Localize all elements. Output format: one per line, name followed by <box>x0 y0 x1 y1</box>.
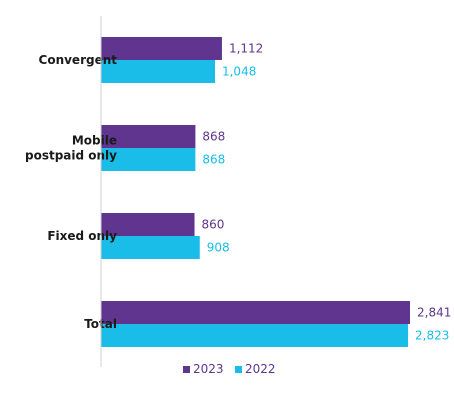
value-labels: 1,112 1,048 868 868 860 908 2,841 2,823 <box>202 42 452 343</box>
legend-swatch-2022 <box>235 366 242 373</box>
bar-fixed-only-2022 <box>101 236 200 259</box>
value-label-convergent-2022: 1,048 <box>222 65 256 79</box>
legend-label-2023: 2023 <box>193 362 224 376</box>
bar-total-2023 <box>101 301 410 324</box>
legend-label-2022: 2022 <box>245 362 276 376</box>
bar-total-2022 <box>101 324 409 347</box>
value-label-total-2023: 2,841 <box>417 306 451 320</box>
category-label-fixed-only: Fixed only <box>47 229 117 243</box>
category-label-mobile-postpaid-only: Mobile postpaid only <box>25 134 117 163</box>
bar-mobile-postpaid-only-2023 <box>101 125 196 148</box>
legend: 2023 2022 <box>183 362 276 376</box>
value-label-fixed-only-2022: 908 <box>207 241 230 255</box>
bar-convergent-2023 <box>101 37 222 60</box>
value-label-convergent-2023: 1,112 <box>229 42 263 56</box>
value-label-mobile-postpaid-only-2023: 868 <box>202 130 225 144</box>
bar-mobile-postpaid-only-2022 <box>101 148 196 171</box>
category-label-convergent: Convergent <box>39 53 118 67</box>
bars-group <box>101 37 410 347</box>
value-label-total-2022: 2,823 <box>415 329 449 343</box>
bar-fixed-only-2023 <box>101 213 195 236</box>
value-label-fixed-only-2023: 860 <box>202 218 225 232</box>
value-label-mobile-postpaid-only-2022: 868 <box>202 153 225 167</box>
legend-swatch-2023 <box>183 366 190 373</box>
bar-convergent-2022 <box>101 60 215 83</box>
